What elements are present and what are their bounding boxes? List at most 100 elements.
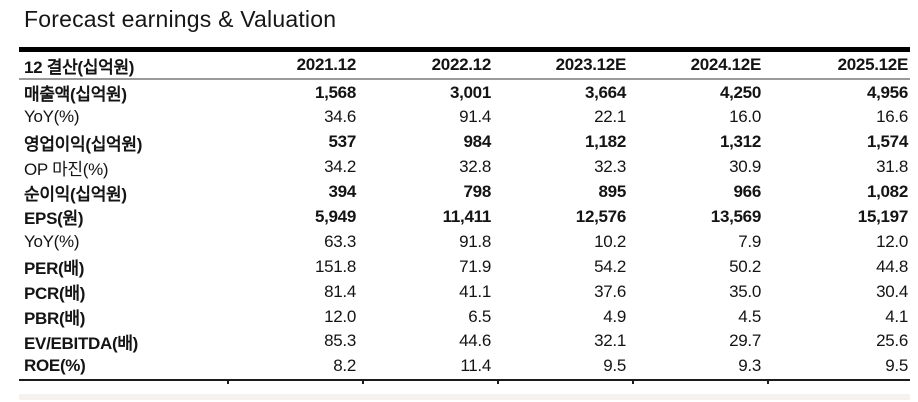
table-body: 매출액(십억원) 1,568 3,001 3,664 4,250 4,956 Y… bbox=[19, 80, 910, 384]
row-value: 63.3 bbox=[324, 231, 356, 251]
row-value: 91.4 bbox=[459, 107, 491, 127]
table-row-net-profit: 순이익(십억원) 394 798 895 966 1,082 bbox=[19, 180, 910, 205]
row-value: 50.2 bbox=[729, 256, 761, 276]
row-value: 30.9 bbox=[729, 157, 761, 177]
row-value: 10.2 bbox=[594, 231, 626, 251]
forecast-valuation-table: 12 결산(십억원) 2021.12 2022.12 2023.12E 2024… bbox=[19, 47, 910, 384]
row-value: 44.6 bbox=[459, 331, 491, 351]
row-value: 32.1 bbox=[594, 331, 626, 351]
row-label: 매출액(십억원) bbox=[24, 85, 127, 104]
header-col-2023e: 2023.12E bbox=[555, 55, 627, 74]
table-row-eps: EPS(원) 5,949 11,411 12,576 13,569 15,197 bbox=[19, 204, 910, 229]
table-row-per: PER(배) 151.8 71.9 54.2 50.2 44.8 bbox=[19, 254, 910, 279]
header-col-2025e: 2025.12E bbox=[837, 55, 909, 74]
row-value: 37.6 bbox=[594, 281, 626, 301]
row-value: 12.0 bbox=[876, 231, 908, 251]
column-tick bbox=[227, 378, 229, 384]
row-value: 9.5 bbox=[603, 356, 626, 376]
row-value: 895 bbox=[598, 182, 627, 202]
row-value: 984 bbox=[463, 132, 492, 152]
row-value: 4,956 bbox=[866, 82, 908, 102]
row-value: 3,001 bbox=[449, 82, 491, 102]
row-value: 41.1 bbox=[459, 281, 491, 301]
table-row-revenue: 매출액(십억원) 1,568 3,001 3,664 4,250 4,956 bbox=[19, 80, 910, 105]
row-value: 1,568 bbox=[314, 82, 356, 102]
header-col-2022: 2022.12 bbox=[431, 55, 492, 74]
row-label: OP 마진(%) bbox=[24, 159, 109, 179]
row-value: 9.3 bbox=[738, 356, 761, 376]
row-value: 7.9 bbox=[738, 231, 761, 251]
row-value: 1,574 bbox=[866, 132, 908, 152]
row-value: 1,312 bbox=[719, 132, 761, 152]
row-value: 3,664 bbox=[584, 82, 626, 102]
row-value: 34.2 bbox=[324, 157, 356, 177]
row-label: YoY(%) bbox=[24, 107, 80, 127]
row-value: 4.5 bbox=[738, 306, 761, 326]
table-row-op-margin: OP 마진(%) 34.2 32.8 32.3 30.9 31.8 bbox=[19, 155, 910, 180]
row-value: 4.9 bbox=[603, 306, 626, 326]
row-value: 5,949 bbox=[314, 206, 356, 226]
page-title: Forecast earnings & Valuation bbox=[24, 6, 337, 32]
row-label: EPS(원) bbox=[24, 209, 84, 229]
row-value: 12.0 bbox=[324, 306, 356, 326]
row-label: YoY(%) bbox=[24, 231, 80, 251]
row-value: 798 bbox=[463, 182, 492, 202]
table-row-pcr: PCR(배) 81.4 41.1 37.6 35.0 30.4 bbox=[19, 279, 910, 304]
row-value: 81.4 bbox=[324, 281, 356, 301]
bottom-faint-strip bbox=[19, 394, 910, 400]
row-value: 16.6 bbox=[876, 107, 908, 127]
row-label: PER(배) bbox=[24, 259, 85, 279]
row-value: 151.8 bbox=[314, 256, 356, 276]
row-label: PBR(배) bbox=[24, 309, 86, 329]
column-tick bbox=[497, 378, 499, 384]
row-value: 30.4 bbox=[876, 281, 908, 301]
table-row-eps-yoy: YoY(%) 63.3 91.8 10.2 7.9 12.0 bbox=[19, 229, 910, 254]
row-label: EV/EBITDA(배) bbox=[24, 333, 139, 353]
column-tick bbox=[362, 378, 364, 384]
row-label: ROE(%) bbox=[24, 356, 86, 376]
table-header-row: 12 결산(십억원) 2021.12 2022.12 2023.12E 2024… bbox=[19, 52, 910, 80]
header-col-2024e: 2024.12E bbox=[690, 55, 762, 74]
row-value: 34.6 bbox=[324, 107, 356, 127]
row-value: 6.5 bbox=[468, 306, 491, 326]
row-value: 54.2 bbox=[594, 256, 626, 276]
row-value: 22.1 bbox=[594, 107, 626, 127]
row-label: 영업이익(십억원) bbox=[24, 134, 143, 154]
row-value: 25.6 bbox=[876, 331, 908, 351]
row-value: 4,250 bbox=[719, 82, 761, 102]
row-value: 966 bbox=[733, 182, 762, 202]
row-value: 16.0 bbox=[729, 107, 761, 127]
row-value: 11,411 bbox=[442, 206, 492, 226]
row-label: PCR(배) bbox=[24, 284, 86, 304]
row-value: 11.4 bbox=[460, 356, 491, 376]
table-row-ev-ebitda: EV/EBITDA(배) 85.3 44.6 32.1 29.7 25.6 bbox=[19, 329, 910, 354]
table-row-roe: ROE(%) 8.2 11.4 9.5 9.3 9.5 bbox=[19, 354, 910, 379]
row-value: 4.1 bbox=[885, 306, 908, 326]
row-value: 32.3 bbox=[594, 157, 626, 177]
row-value: 31.8 bbox=[876, 157, 908, 177]
row-value: 44.8 bbox=[876, 256, 908, 276]
row-value: 1,182 bbox=[584, 132, 626, 152]
row-value: 9.5 bbox=[885, 356, 908, 376]
row-value: 8.2 bbox=[333, 356, 356, 376]
table-row-pbr: PBR(배) 12.0 6.5 4.9 4.5 4.1 bbox=[19, 304, 910, 329]
row-value: 85.3 bbox=[324, 331, 356, 351]
row-value: 15,197 bbox=[857, 206, 909, 226]
table-row-operating-profit: 영업이익(십억원) 537 984 1,182 1,312 1,574 bbox=[19, 130, 910, 155]
header-label: 12 결산(십억원) bbox=[24, 57, 135, 77]
row-value: 35.0 bbox=[729, 281, 761, 301]
header-col-2021: 2021.12 bbox=[296, 55, 357, 74]
row-value: 32.8 bbox=[459, 157, 491, 177]
row-value: 91.8 bbox=[459, 231, 491, 251]
row-value: 1,082 bbox=[866, 182, 908, 202]
row-value: 12,576 bbox=[575, 206, 627, 226]
row-value: 537 bbox=[328, 132, 357, 152]
column-tick bbox=[767, 378, 769, 384]
table-top-border bbox=[19, 47, 910, 52]
row-label: 순이익(십억원) bbox=[24, 184, 127, 204]
table-row-revenue-yoy: YoY(%) 34.6 91.4 22.1 16.0 16.6 bbox=[19, 105, 910, 130]
row-value: 394 bbox=[328, 182, 357, 202]
row-value: 13,569 bbox=[710, 206, 762, 226]
row-value: 29.7 bbox=[729, 331, 761, 351]
row-value: 71.9 bbox=[459, 256, 491, 276]
